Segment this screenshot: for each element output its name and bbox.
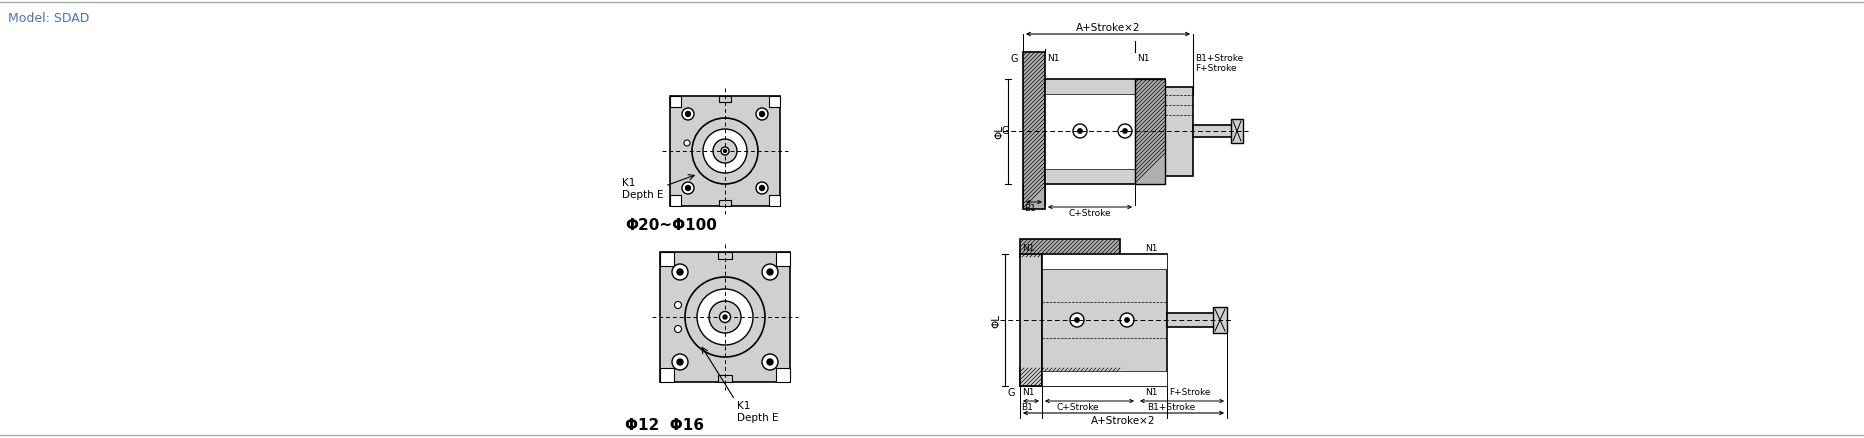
Bar — [1212, 307, 1227, 333]
Bar — [720, 97, 731, 103]
Circle shape — [723, 315, 727, 319]
Text: G: G — [1010, 54, 1018, 64]
Circle shape — [1120, 313, 1133, 327]
Text: N1: N1 — [1137, 54, 1148, 63]
Bar — [1042, 371, 1167, 386]
Circle shape — [708, 301, 740, 333]
Text: B1: B1 — [1020, 402, 1033, 411]
Circle shape — [766, 269, 772, 276]
Bar — [1042, 254, 1167, 269]
Text: F+Stroke: F+Stroke — [1169, 387, 1210, 396]
Text: ΦL: ΦL — [994, 125, 1003, 139]
Bar — [660, 252, 673, 266]
Bar — [669, 195, 680, 207]
Bar — [718, 252, 731, 259]
Bar — [669, 97, 680, 108]
Text: B1: B1 — [1023, 204, 1035, 212]
Circle shape — [1072, 125, 1087, 139]
Text: N1: N1 — [1144, 387, 1158, 396]
Bar — [669, 97, 779, 207]
Text: C+Stroke: C+Stroke — [1057, 402, 1098, 411]
Text: K1
Depth E: K1 Depth E — [623, 177, 664, 200]
Circle shape — [692, 119, 757, 184]
Bar — [775, 368, 790, 382]
Bar — [1020, 368, 1120, 386]
Text: K1
Depth E: K1 Depth E — [736, 400, 777, 422]
Circle shape — [720, 312, 731, 323]
Circle shape — [703, 130, 747, 173]
Circle shape — [682, 109, 693, 121]
Circle shape — [712, 140, 736, 164]
Circle shape — [1074, 318, 1079, 323]
Circle shape — [1070, 313, 1083, 327]
Bar — [720, 201, 731, 207]
Text: G: G — [1001, 126, 1008, 136]
Bar — [718, 375, 731, 382]
Bar — [1165, 88, 1193, 177]
Text: N1: N1 — [1144, 244, 1158, 252]
Text: Φ12  Φ16: Φ12 Φ16 — [624, 417, 703, 432]
Bar — [1020, 254, 1042, 386]
Circle shape — [723, 150, 727, 153]
Circle shape — [759, 112, 764, 117]
Circle shape — [682, 183, 693, 194]
Circle shape — [671, 265, 688, 280]
Bar — [1135, 80, 1165, 184]
Circle shape — [684, 141, 690, 147]
Circle shape — [766, 359, 772, 365]
Bar — [1020, 240, 1120, 258]
Circle shape — [762, 354, 777, 370]
Bar — [768, 195, 779, 207]
Bar — [660, 252, 790, 382]
Bar — [1044, 80, 1165, 184]
Circle shape — [1077, 129, 1081, 134]
Circle shape — [677, 269, 682, 276]
Circle shape — [686, 112, 690, 117]
Text: Φ20~Φ100: Φ20~Φ100 — [624, 218, 716, 233]
Circle shape — [677, 359, 682, 365]
Circle shape — [1117, 125, 1131, 139]
Circle shape — [684, 277, 764, 357]
Bar — [1230, 120, 1241, 144]
Text: G: G — [1007, 387, 1014, 397]
Bar — [1042, 254, 1167, 386]
Text: Model: SDAD: Model: SDAD — [7, 12, 89, 25]
Bar — [660, 368, 673, 382]
Text: C+Stroke: C+Stroke — [1068, 208, 1111, 218]
Circle shape — [675, 326, 680, 333]
Circle shape — [759, 186, 764, 191]
Text: N1: N1 — [1021, 387, 1035, 396]
Bar — [1167, 313, 1227, 327]
Text: N1: N1 — [1021, 244, 1035, 252]
Text: F+Stroke: F+Stroke — [1195, 64, 1236, 73]
Text: ΦL: ΦL — [990, 313, 1001, 327]
Text: B1+Stroke: B1+Stroke — [1146, 402, 1195, 411]
Bar — [1044, 95, 1165, 170]
Circle shape — [755, 109, 768, 121]
Bar — [1023, 53, 1044, 209]
Circle shape — [762, 265, 777, 280]
Text: N1: N1 — [1046, 54, 1059, 63]
Bar — [775, 252, 790, 266]
Circle shape — [686, 186, 690, 191]
Circle shape — [755, 183, 768, 194]
Circle shape — [671, 354, 688, 370]
Text: B1+Stroke: B1+Stroke — [1195, 54, 1243, 63]
Circle shape — [675, 302, 680, 309]
Circle shape — [697, 290, 753, 345]
Circle shape — [721, 148, 729, 155]
Circle shape — [1124, 318, 1130, 323]
Text: A+Stroke×2: A+Stroke×2 — [1076, 23, 1139, 33]
Circle shape — [1122, 129, 1128, 134]
Text: A+Stroke×2: A+Stroke×2 — [1090, 415, 1154, 425]
Bar — [1193, 126, 1241, 138]
Bar — [768, 97, 779, 108]
